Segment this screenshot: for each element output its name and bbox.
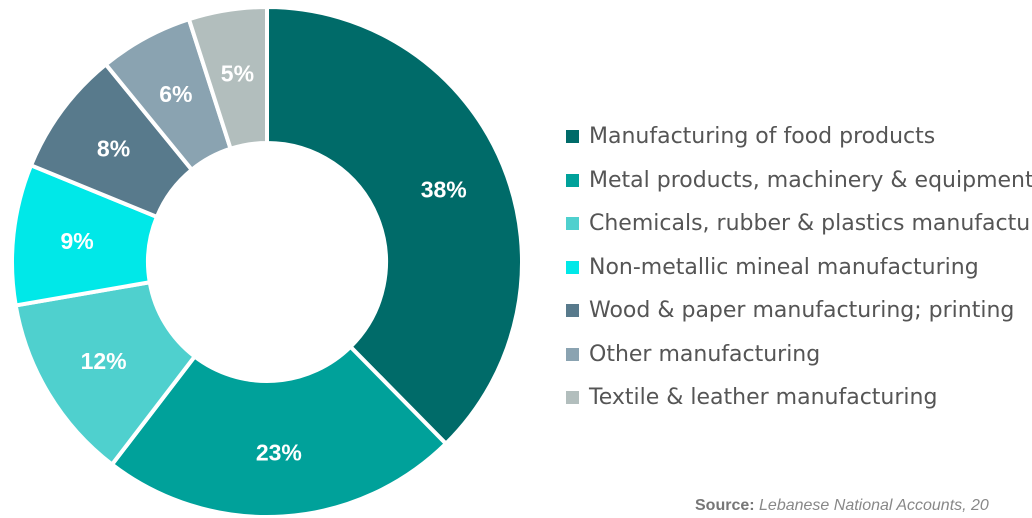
slice-percent-label: 6% xyxy=(159,81,192,107)
legend-label: Non-metallic mineal manufacturing xyxy=(589,254,979,280)
donut-slice xyxy=(13,279,198,468)
donut-slices xyxy=(10,4,524,518)
source-text: Lebanese National Accounts, 20 xyxy=(759,497,989,514)
legend-label: Metal products, machinery & equipment xyxy=(589,167,1032,193)
legend-item: Non-metallic mineal manufacturing xyxy=(566,246,1032,290)
legend-label: Textile & leather manufacturing xyxy=(589,385,938,411)
legend-item: Metal products, machinery & equipment xyxy=(566,159,1032,203)
legend-label: Manufacturing of food products xyxy=(589,124,936,150)
legend-label: Chemicals, rubber & plastics manufacturi… xyxy=(589,211,1032,237)
donut-chart: 38% 23% 12% 9% 8% 6% 5% xyxy=(10,4,524,518)
legend-item: Wood & paper manufacturing; printing xyxy=(566,289,1032,333)
legend-swatch xyxy=(566,347,579,361)
slice-percent-label: 9% xyxy=(61,228,94,254)
donut-slice xyxy=(186,4,269,152)
donut-labels: 38% 23% 12% 9% 8% 6% 5% xyxy=(61,60,467,465)
legend-item: Chemicals, rubber & plastics manufacturi… xyxy=(566,202,1032,246)
legend-item: Other manufacturing xyxy=(566,333,1032,377)
source-label: Source: xyxy=(695,497,755,514)
legend-swatch xyxy=(566,260,579,274)
donut-slice xyxy=(109,343,449,518)
slice-percent-label: 8% xyxy=(97,135,130,161)
legend-swatch xyxy=(566,391,579,405)
slice-percent-label: 5% xyxy=(221,60,254,86)
legend-item: Manufacturing of food products xyxy=(566,115,1032,159)
legend-swatch xyxy=(566,304,579,318)
legend-item: Textile & leather manufacturing xyxy=(566,376,1032,420)
legend-swatch xyxy=(566,217,579,231)
slice-percent-label: 12% xyxy=(81,348,127,374)
legend-label: Other manufacturing xyxy=(589,341,821,367)
donut-slice xyxy=(265,4,524,447)
legend-swatch xyxy=(566,130,579,144)
chart-legend: Manufacturing of food products Metal prod… xyxy=(566,115,1032,420)
slice-percent-label: 38% xyxy=(421,177,467,203)
legend-label: Wood & paper manufacturing; printing xyxy=(589,298,1015,324)
source-note: Source: Lebanese National Accounts, 20 xyxy=(695,497,989,515)
slice-percent-label: 23% xyxy=(256,440,302,466)
legend-swatch xyxy=(566,173,579,187)
